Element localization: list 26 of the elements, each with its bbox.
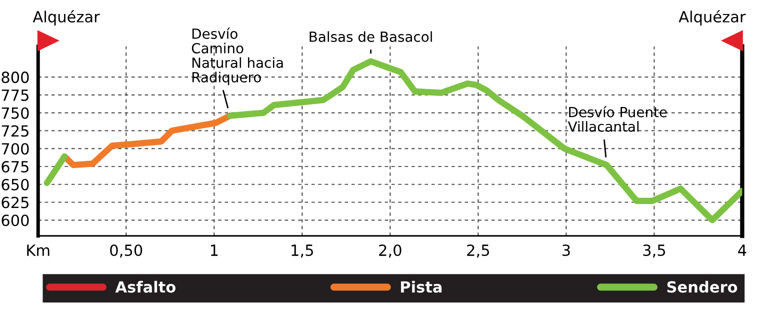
y-tick-label: 800 (2, 72, 29, 84)
y-tick-label: 625 (2, 196, 28, 208)
annotation: Desvío Puente Villacantal (568, 106, 667, 132)
legend-label: Sendero (667, 280, 738, 293)
annotation: Balsas de Basacol (310, 31, 432, 42)
text: Alquézar (678, 10, 746, 26)
x-tick-label: 0,50 (110, 244, 142, 258)
x-tick-label: 2,0 (379, 244, 402, 258)
x-tick-label: 4 (738, 244, 746, 256)
x-tick-label: 1 (210, 244, 218, 256)
y-tick-label: 775 (2, 90, 28, 101)
y-tick-label: 725 (2, 125, 28, 137)
legend-label: Asfalto (115, 280, 176, 293)
y-tick-label: 700 (2, 143, 29, 155)
legend-label: Pista (401, 280, 442, 293)
text: Alquézar (32, 10, 100, 26)
annotation: Desvío Camino Natural hacia Radiquero (192, 28, 283, 86)
y-tick-label: 750 (2, 107, 29, 119)
y-tick-label: 600 (2, 214, 29, 226)
x-tick-label: 1,5 (292, 244, 313, 258)
x-tick-label: 3,5 (643, 244, 666, 258)
x-tick-label: 2,5 (467, 244, 489, 258)
y-tick-label: 675 (2, 160, 28, 173)
y-tick-label: 650 (2, 178, 29, 190)
x-tick-label: 3 (562, 244, 570, 256)
x-tick-label: Km (27, 244, 50, 256)
